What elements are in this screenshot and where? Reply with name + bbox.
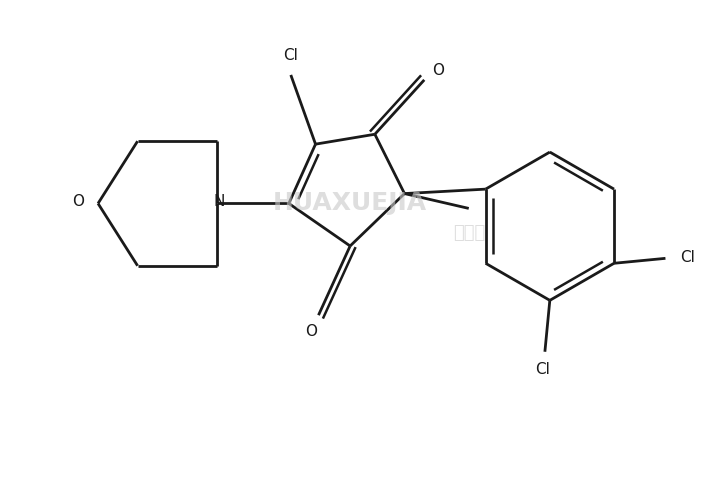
- Text: 化学加: 化学加: [453, 224, 485, 242]
- Text: Cl: Cl: [536, 362, 550, 377]
- Text: O: O: [432, 62, 444, 78]
- Text: O: O: [305, 325, 318, 340]
- Text: N: N: [214, 194, 225, 209]
- Text: HUAXUEJIA: HUAXUEJIA: [273, 191, 427, 216]
- Text: O: O: [72, 194, 84, 209]
- Text: Cl: Cl: [283, 48, 298, 62]
- Text: Cl: Cl: [679, 250, 695, 265]
